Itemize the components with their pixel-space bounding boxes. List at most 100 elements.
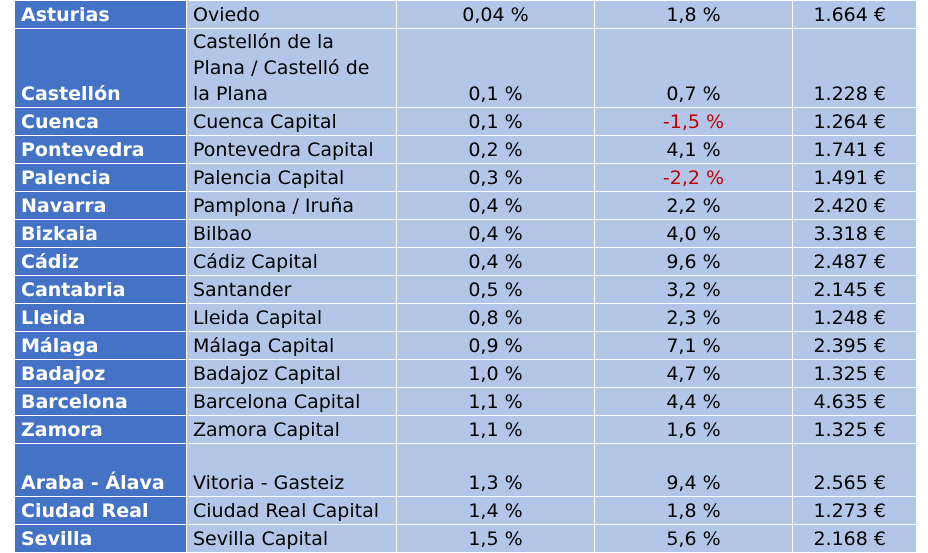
monthly-change-cell: 0,4 % [396,247,595,276]
yearly-change-cell: 5,6 % [594,524,793,553]
table-row: Asturias Oviedo 0,04 % 1,8 % 1.664 € [14,0,917,29]
province-cell: Málaga [14,331,187,360]
table-row: Sevilla Sevilla Capital 1,5 % 5,6 % 2.16… [14,524,917,553]
monthly-change-cell: 0,2 % [396,135,595,164]
city-cell: Lleida Capital [186,303,397,332]
yearly-change-cell: 4,0 % [594,219,793,248]
price-cell: 2.420 € [792,191,917,220]
province-cell: Cuenca [14,107,187,136]
province-cell: Araba - Álava [14,443,187,497]
table-row: Lleida Lleida Capital 0,8 % 2,3 % 1.248 … [14,303,917,332]
city-cell: Castellón de la Plana / Castelló de la P… [186,28,397,108]
province-cell: Lleida [14,303,187,332]
table-row: Araba - Álava Vitoria - Gasteiz 1,3 % 9,… [14,443,917,497]
price-cell: 3.318 € [792,219,917,248]
table-row: Badajoz Badajoz Capital 1,0 % 4,7 % 1.32… [14,359,917,388]
yearly-change-cell: 1,8 % [594,0,793,29]
monthly-change-cell: 0,1 % [396,107,595,136]
city-cell: Cuenca Capital [186,107,397,136]
yearly-change-cell: -2,2 % [594,163,793,192]
table-row: Navarra Pamplona / Iruña 0,4 % 2,2 % 2.4… [14,191,917,220]
monthly-change-cell: 1,1 % [396,387,595,416]
table-row: Pontevedra Pontevedra Capital 0,2 % 4,1 … [14,135,917,164]
monthly-change-cell: 0,8 % [396,303,595,332]
monthly-change-cell: 0,4 % [396,191,595,220]
price-cell: 4.635 € [792,387,917,416]
price-cell: 1.741 € [792,135,917,164]
yearly-change-cell: 1,6 % [594,415,793,444]
yearly-change-cell: 2,3 % [594,303,793,332]
yearly-change-cell: 7,1 % [594,331,793,360]
monthly-change-cell: 1,3 % [396,443,595,497]
city-cell: Málaga Capital [186,331,397,360]
yearly-change-cell: 4,4 % [594,387,793,416]
price-cell: 1.325 € [792,415,917,444]
monthly-change-cell: 0,3 % [396,163,595,192]
province-cell: Sevilla [14,524,187,553]
province-cell: Ciudad Real [14,496,187,525]
province-cell: Asturias [14,0,187,29]
city-cell: Sevilla Capital [186,524,397,553]
monthly-change-cell: 0,5 % [396,275,595,304]
price-cell: 1.491 € [792,163,917,192]
yearly-change-cell: 3,2 % [594,275,793,304]
table-row: Zamora Zamora Capital 1,1 % 1,6 % 1.325 … [14,415,917,444]
monthly-change-cell: 0,9 % [396,331,595,360]
province-cell: Pontevedra [14,135,187,164]
table-row: Palencia Palencia Capital 0,3 % -2,2 % 1… [14,163,917,192]
city-cell: Ciudad Real Capital [186,496,397,525]
province-cell: Bizkaia [14,219,187,248]
price-cell: 2.168 € [792,524,917,553]
province-cell: Cantabria [14,275,187,304]
city-cell: Santander [186,275,397,304]
yearly-change-cell: 0,7 % [594,28,793,108]
price-cell: 2.145 € [792,275,917,304]
price-cell: 2.487 € [792,247,917,276]
city-cell: Cádiz Capital [186,247,397,276]
table-row: Cádiz Cádiz Capital 0,4 % 9,6 % 2.487 € [14,247,917,276]
city-cell: Bilbao [186,219,397,248]
price-cell: 1.248 € [792,303,917,332]
table-row: Cantabria Santander 0,5 % 3,2 % 2.145 € [14,275,917,304]
monthly-change-cell: 1,5 % [396,524,595,553]
city-cell: Pontevedra Capital [186,135,397,164]
province-cell: Barcelona [14,387,187,416]
province-cell: Badajoz [14,359,187,388]
price-cell: 1.325 € [792,359,917,388]
monthly-change-cell: 0,4 % [396,219,595,248]
price-cell: 1.264 € [792,107,917,136]
city-cell: Zamora Capital [186,415,397,444]
province-cell: Navarra [14,191,187,220]
monthly-change-cell: 0,04 % [396,0,595,29]
monthly-change-cell: 0,1 % [396,28,595,108]
yearly-change-cell: 4,1 % [594,135,793,164]
monthly-change-cell: 1,0 % [396,359,595,388]
yearly-change-cell: 2,2 % [594,191,793,220]
price-cell: 1.273 € [792,496,917,525]
monthly-change-cell: 1,4 % [396,496,595,525]
city-cell: Pamplona / Iruña [186,191,397,220]
table-row: Málaga Málaga Capital 0,9 % 7,1 % 2.395 … [14,331,917,360]
province-cell: Zamora [14,415,187,444]
city-cell: Badajoz Capital [186,359,397,388]
price-cell: 1.664 € [792,0,917,29]
yearly-change-cell: 1,8 % [594,496,793,525]
province-cell: Cádiz [14,247,187,276]
table-row: Bizkaia Bilbao 0,4 % 4,0 % 3.318 € [14,219,917,248]
table-row: Barcelona Barcelona Capital 1,1 % 4,4 % … [14,387,917,416]
city-cell: Oviedo [186,0,397,29]
price-cell: 1.228 € [792,28,917,108]
table-row: Castellón Castellón de la Plana / Castel… [14,28,917,108]
table-row: Cuenca Cuenca Capital 0,1 % -1,5 % 1.264… [14,107,917,136]
city-cell: Palencia Capital [186,163,397,192]
table-row: Ciudad Real Ciudad Real Capital 1,4 % 1,… [14,496,917,525]
city-cell: Vitoria - Gasteiz [186,443,397,497]
price-cell: 2.565 € [792,443,917,497]
province-cell: Palencia [14,163,187,192]
province-cell: Castellón [14,28,187,108]
price-cell: 2.395 € [792,331,917,360]
yearly-change-cell: 9,6 % [594,247,793,276]
yearly-change-cell: 9,4 % [594,443,793,497]
yearly-change-cell: 4,7 % [594,359,793,388]
yearly-change-cell: -1,5 % [594,107,793,136]
